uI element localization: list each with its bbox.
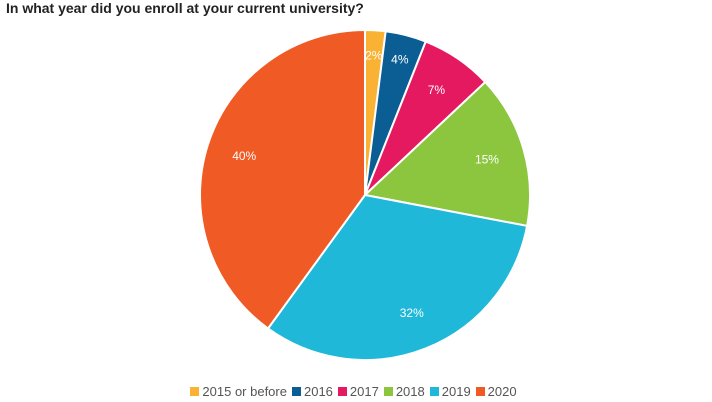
pie-slice-2020[interactable] (199, 28, 366, 330)
pie-chart: 2% 4% 7% 15% 32% 40% (199, 28, 531, 361)
legend-swatch (475, 387, 485, 396)
legend-swatch (190, 387, 200, 396)
legend-swatch (291, 387, 301, 396)
legend-label: 2017 (349, 384, 379, 399)
pie-slice-2019[interactable] (266, 193, 529, 361)
pie-slice-2018[interactable] (362, 80, 531, 228)
slice-label: 2% (365, 48, 383, 62)
legend-item-2016[interactable]: 2016 (291, 384, 333, 399)
slice-label: 32% (400, 306, 424, 320)
legend-item-2015-or-before[interactable]: 2015 or before (190, 384, 287, 399)
legend-swatch (337, 387, 347, 396)
legend-label: 2018 (395, 384, 425, 399)
legend-swatch (383, 387, 393, 396)
slice-label: 40% (232, 149, 256, 163)
slice-label: 7% (428, 83, 446, 97)
legend-item-2017[interactable]: 2017 (337, 384, 379, 399)
legend-label: 2015 or before (202, 384, 287, 399)
chart-legend: 2015 or before 2016 2017 2018 2019 2020 (0, 384, 712, 399)
slice-label: 4% (391, 52, 409, 66)
legend-item-2019[interactable]: 2019 (429, 384, 471, 399)
legend-label: 2020 (487, 384, 517, 399)
legend-item-2018[interactable]: 2018 (383, 384, 425, 399)
legend-label: 2019 (441, 384, 471, 399)
chart-title: In what year did you enroll at your curr… (6, 0, 364, 16)
legend-item-2020[interactable]: 2020 (475, 384, 517, 399)
slice-label: 15% (475, 153, 499, 167)
legend-swatch (429, 387, 439, 396)
legend-label: 2016 (303, 384, 333, 399)
